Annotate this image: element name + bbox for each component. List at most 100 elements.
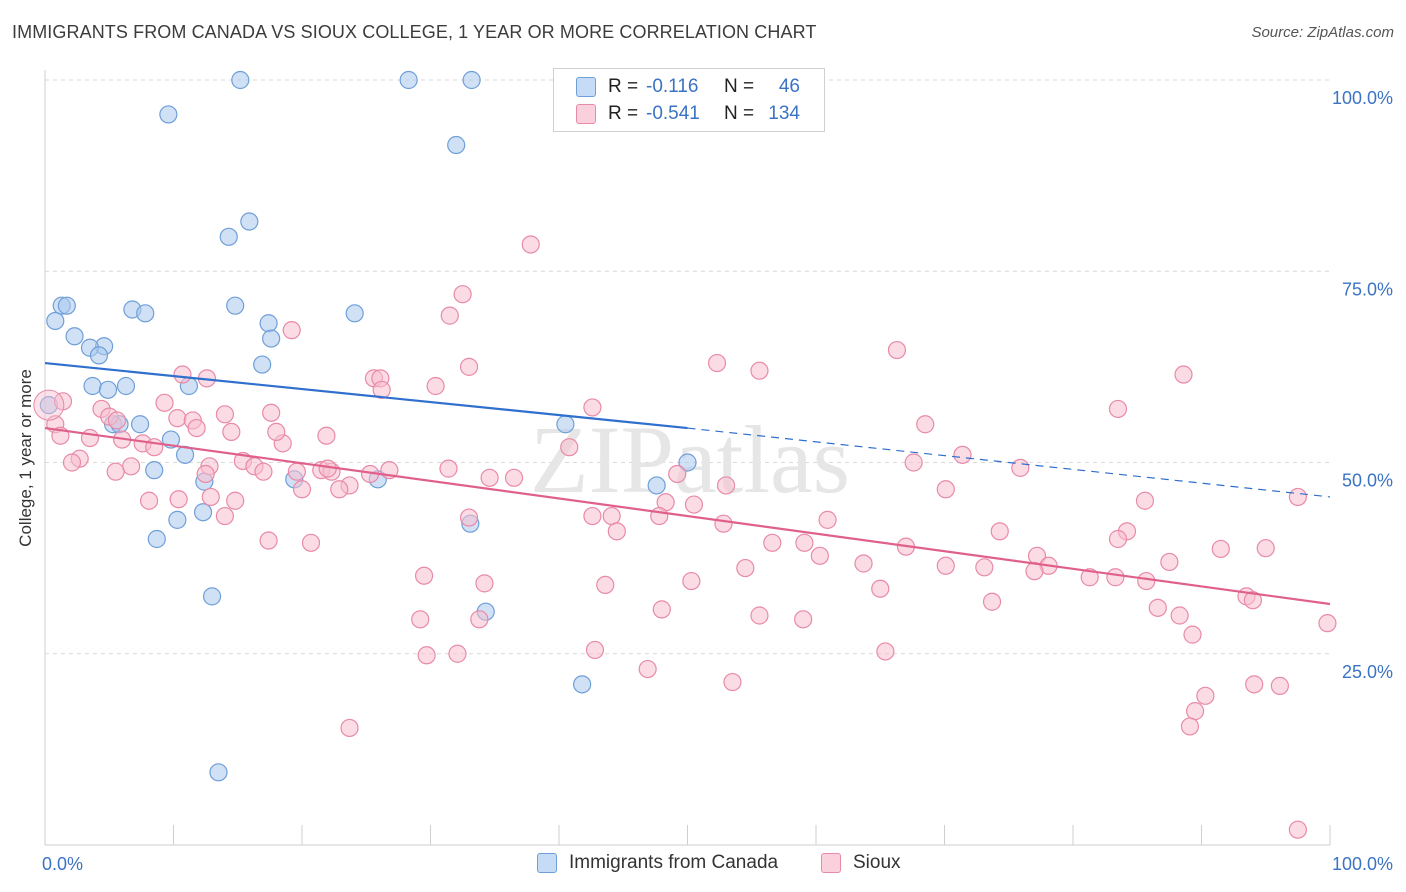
point-sioux bbox=[652, 600, 671, 619]
legend-r-label: R = bbox=[608, 103, 639, 124]
point-canada bbox=[83, 376, 102, 396]
point-canada bbox=[226, 296, 245, 315]
point-sioux bbox=[1108, 399, 1128, 419]
point-sioux bbox=[750, 606, 769, 625]
point-sioux bbox=[1183, 625, 1202, 644]
point-sioux bbox=[106, 462, 125, 481]
chart-title: IMMIGRANTS FROM CANADA VS SIOUX COLLEGE,… bbox=[12, 22, 817, 42]
bottom-legend-label-sioux: Sioux bbox=[853, 852, 901, 873]
point-sioux bbox=[1288, 487, 1307, 507]
point-sioux bbox=[714, 514, 733, 533]
point-sioux bbox=[372, 380, 391, 399]
point-canada bbox=[168, 510, 187, 529]
point-canada bbox=[219, 227, 238, 246]
point-canada bbox=[259, 314, 278, 333]
point-sioux bbox=[596, 575, 615, 595]
point-sioux bbox=[607, 522, 626, 541]
legend-n-value: 46 bbox=[778, 76, 800, 97]
point-canada bbox=[399, 70, 418, 90]
y-tick-label: 50.0% bbox=[1342, 471, 1393, 491]
point-sioux bbox=[459, 508, 479, 527]
point-sioux bbox=[470, 610, 489, 629]
legend-r-value: -0.541 bbox=[646, 103, 700, 124]
point-sioux bbox=[222, 422, 241, 441]
point-canada bbox=[345, 304, 364, 323]
point-canada bbox=[462, 70, 481, 90]
y-tick-label: 25.0% bbox=[1342, 662, 1393, 682]
source-label: Source: ZipAtlas.com bbox=[1251, 24, 1394, 41]
legend-r-value: -0.116 bbox=[646, 76, 699, 97]
point-sioux bbox=[763, 533, 782, 552]
point-sioux bbox=[876, 642, 895, 661]
point-canada bbox=[573, 675, 592, 694]
point-sioux bbox=[480, 468, 499, 487]
point-sioux bbox=[887, 340, 907, 360]
point-sioux bbox=[953, 445, 972, 464]
point-sioux bbox=[1180, 717, 1200, 736]
point-sioux bbox=[187, 418, 206, 438]
point-sioux bbox=[1256, 539, 1275, 558]
point-sioux bbox=[267, 422, 286, 441]
point-canada bbox=[647, 476, 666, 495]
point-canada bbox=[46, 311, 65, 331]
point-sioux bbox=[1106, 568, 1125, 587]
point-sioux bbox=[417, 646, 436, 665]
legend-swatch-canada bbox=[576, 77, 596, 97]
point-sioux bbox=[583, 398, 602, 417]
trend-line-canada-extension bbox=[687, 427, 1331, 498]
point-sioux bbox=[736, 558, 755, 578]
point-sioux bbox=[723, 672, 742, 692]
point-sioux bbox=[936, 556, 955, 575]
bottom-legend-swatch-canada bbox=[537, 853, 557, 873]
point-sioux bbox=[440, 306, 459, 325]
trend-line-sioux bbox=[44, 426, 1331, 606]
point-sioux bbox=[1174, 365, 1193, 384]
point-sioux bbox=[459, 357, 479, 376]
y-tick-label: 75.0% bbox=[1342, 279, 1393, 299]
point-sioux bbox=[62, 453, 82, 472]
point-sioux bbox=[936, 480, 955, 499]
bottom-legend-swatch-sioux bbox=[821, 853, 841, 873]
point-sioux bbox=[1245, 675, 1264, 694]
legend-row-sioux: R = -0.541 N = 134 bbox=[576, 101, 800, 127]
point-sioux bbox=[1288, 820, 1307, 839]
point-sioux bbox=[1196, 686, 1215, 705]
point-sioux bbox=[854, 554, 873, 573]
point-sioux bbox=[215, 405, 234, 424]
point-sioux bbox=[1270, 676, 1289, 695]
point-canada bbox=[678, 453, 697, 472]
point-sioux bbox=[504, 468, 524, 487]
legend-r-label: R = bbox=[608, 76, 639, 97]
point-canada bbox=[147, 529, 166, 549]
legend-n-value: 134 bbox=[768, 103, 800, 124]
point-sioux bbox=[521, 235, 540, 254]
point-sioux bbox=[168, 409, 187, 428]
y-axis-label: College, 1 year or more bbox=[16, 369, 35, 547]
point-sioux bbox=[453, 285, 472, 304]
point-canada bbox=[231, 70, 250, 90]
point-sioux bbox=[1243, 591, 1263, 610]
point-sioux bbox=[810, 546, 829, 565]
point-sioux bbox=[990, 522, 1009, 541]
point-sioux bbox=[583, 506, 602, 526]
point-sioux bbox=[414, 566, 434, 585]
point-sioux bbox=[716, 476, 736, 495]
point-canada bbox=[556, 415, 575, 434]
point-sioux bbox=[818, 510, 837, 529]
point-sioux bbox=[1170, 606, 1189, 625]
point-sioux bbox=[196, 464, 215, 484]
point-sioux bbox=[169, 490, 188, 509]
bottom-legend-label-canada: Immigrants from Canada bbox=[569, 852, 779, 873]
point-canada bbox=[209, 763, 228, 782]
point-canada bbox=[116, 376, 136, 396]
point-sioux bbox=[330, 480, 349, 499]
point-sioux bbox=[1135, 491, 1155, 510]
point-sioux bbox=[226, 491, 245, 510]
point-sioux bbox=[1185, 702, 1205, 721]
point-sioux bbox=[1137, 571, 1156, 591]
correlation-legend: R = -0.116 N = 46 R = -0.541 N = 134 bbox=[553, 68, 825, 132]
point-canada bbox=[145, 461, 164, 480]
grid-layer bbox=[45, 79, 1330, 655]
point-canada bbox=[159, 105, 178, 124]
